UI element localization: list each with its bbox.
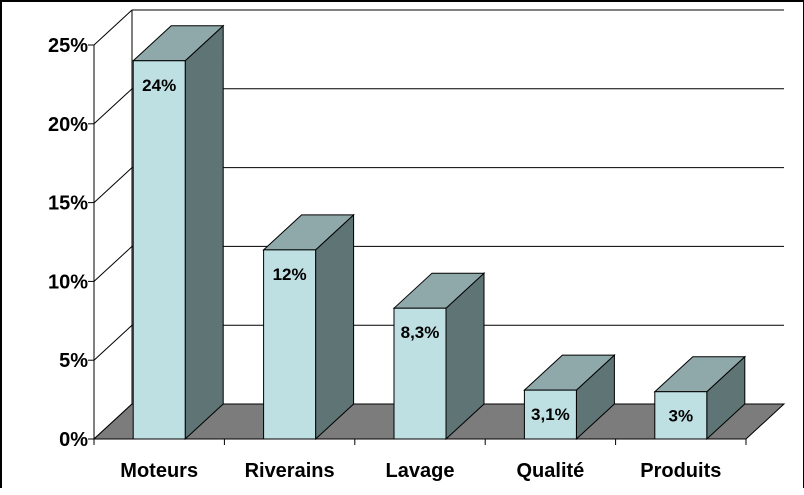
bar-side [315, 213, 355, 441]
data-label: 12% [273, 265, 307, 284]
x-tick-label: Moteurs [120, 460, 198, 482]
bar [263, 249, 317, 440]
gridline-diagonal [93, 246, 133, 282]
data-label: 24% [142, 76, 176, 95]
y-tick-label: 20% [48, 114, 88, 136]
y-tick-label: 0% [59, 429, 88, 451]
gridline-diagonal [93, 9, 133, 46]
x-axis-tick-labels: Moteurs Riverains Lavage Qualité Produits [120, 460, 721, 482]
data-label: 8,3% [401, 323, 440, 342]
bar [393, 307, 447, 440]
gridline-diagonal [93, 167, 133, 203]
y-tick-label: 25% [48, 35, 88, 57]
gridline-diagonal [93, 324, 133, 361]
x-tick-label: Qualité [517, 460, 585, 482]
y-tick-label: 10% [48, 271, 88, 293]
bar-series: 24% 12% 8,3% 3,1% 3% [131, 24, 747, 441]
bar-side [184, 24, 224, 441]
gridline-diagonal [93, 88, 133, 125]
y-tick-label: 15% [48, 193, 88, 215]
data-label: 3,1% [531, 405, 570, 424]
y-tick-label: 5% [59, 350, 88, 372]
bar [654, 391, 708, 440]
x-tick-label: Lavage [386, 460, 455, 482]
bar [523, 389, 577, 440]
x-tick-label: Produits [640, 460, 721, 482]
bar [132, 60, 186, 440]
x-tick-label: Riverains [245, 460, 335, 482]
y-axis-tick-labels: 0% 5% 10% 15% 20% 25% [48, 35, 88, 451]
data-label: 3% [669, 407, 694, 426]
